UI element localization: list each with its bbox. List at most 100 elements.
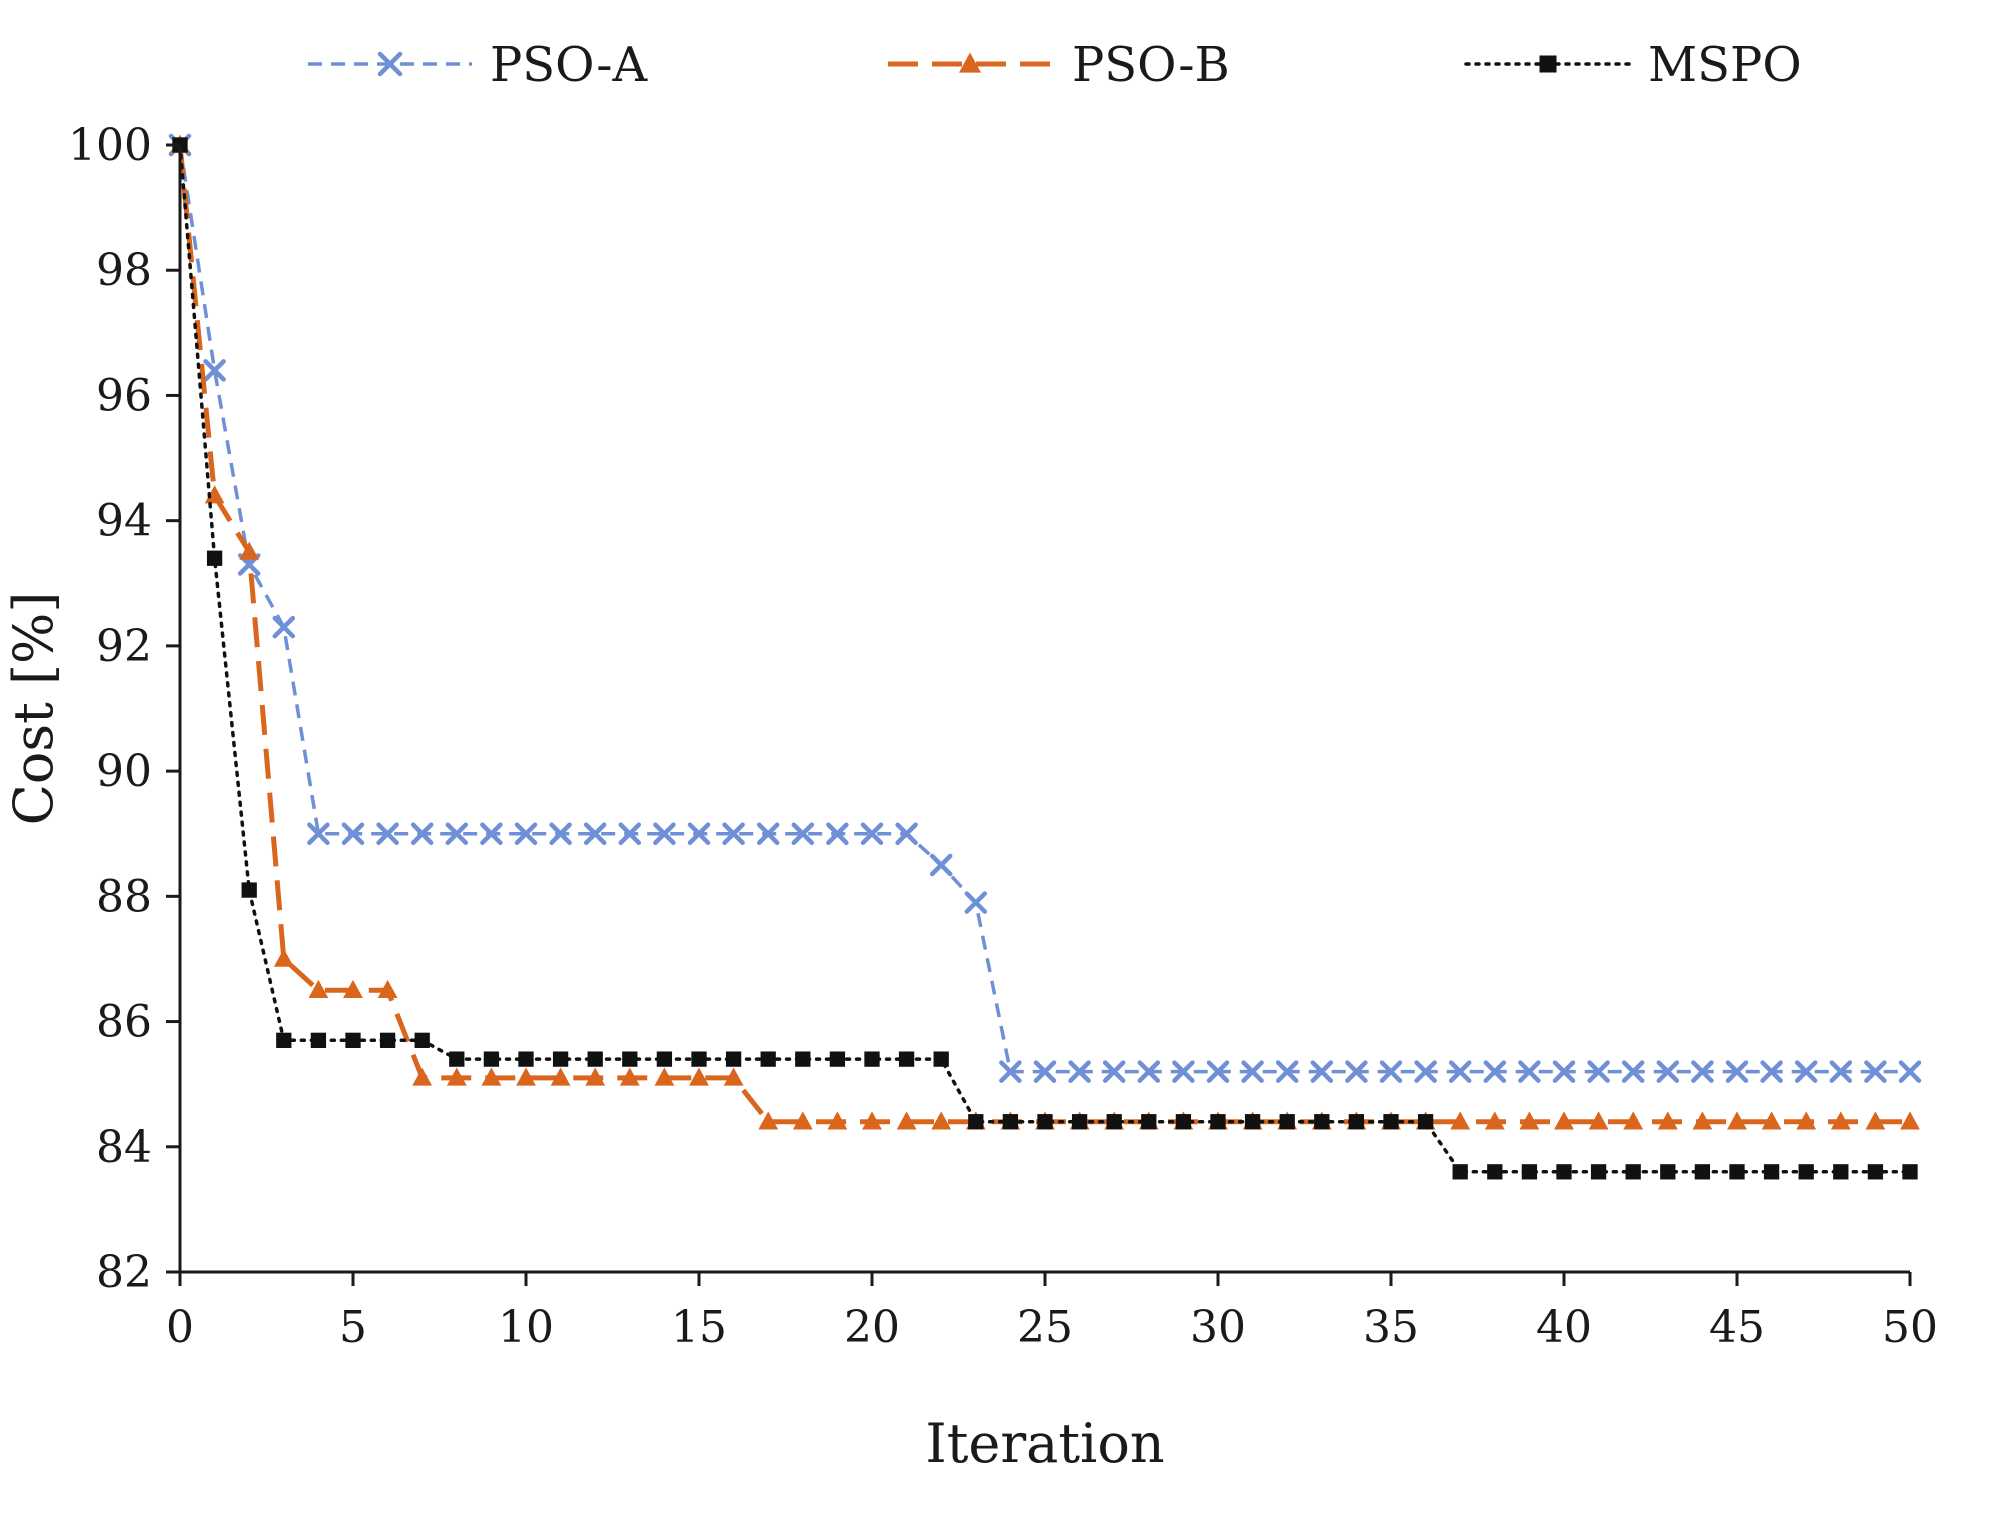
x-tick-label: 20 xyxy=(844,1302,900,1353)
legend-swatch-marker xyxy=(1539,55,1557,73)
data-point xyxy=(1314,1114,1330,1130)
data-point xyxy=(654,1067,675,1086)
data-point xyxy=(1206,1060,1230,1083)
data-point xyxy=(307,822,330,845)
legend-item-pso-b: PSO-B xyxy=(888,37,1230,93)
data-point xyxy=(1071,1114,1088,1130)
series-line-mspo xyxy=(178,143,1912,1174)
data-point xyxy=(1450,1111,1471,1130)
data-point xyxy=(1829,1060,1853,1083)
data-point xyxy=(410,822,434,845)
series-layer xyxy=(168,133,1922,1180)
data-point xyxy=(896,1111,917,1130)
data-point xyxy=(725,1051,742,1067)
data-point xyxy=(1763,1164,1780,1180)
data-point xyxy=(792,1111,813,1130)
data-point xyxy=(1729,1164,1745,1180)
data-point xyxy=(552,1051,569,1067)
x-tick-label: 5 xyxy=(339,1302,367,1353)
data-point xyxy=(860,822,884,845)
data-point xyxy=(933,1051,949,1067)
x-tick-label: 35 xyxy=(1363,1302,1419,1353)
x-tick-label: 40 xyxy=(1536,1302,1592,1353)
data-point xyxy=(1210,1114,1226,1130)
data-point xyxy=(1656,1060,1680,1083)
data-point xyxy=(1518,1060,1541,1083)
data-point xyxy=(1902,1164,1918,1180)
data-point xyxy=(1623,1111,1644,1130)
data-point xyxy=(549,822,572,845)
data-point xyxy=(1241,1060,1264,1083)
data-point xyxy=(1417,1114,1434,1130)
data-point xyxy=(1484,1111,1505,1130)
x-tick-label: 25 xyxy=(1017,1302,1073,1353)
series-line-pso-b xyxy=(177,144,1910,1125)
data-point xyxy=(827,1111,848,1130)
data-point xyxy=(689,1067,709,1086)
data-point xyxy=(826,822,849,845)
data-point xyxy=(1487,1164,1503,1180)
data-point xyxy=(206,550,223,566)
data-point xyxy=(864,1051,880,1067)
data-point xyxy=(791,822,815,845)
data-point xyxy=(483,1051,500,1067)
data-point xyxy=(895,822,918,845)
series-mspo xyxy=(172,137,1918,1180)
data-point xyxy=(481,1067,502,1086)
data-point xyxy=(1037,1114,1053,1130)
series-pso-b xyxy=(170,134,1920,1130)
data-point xyxy=(273,948,294,967)
data-point xyxy=(1414,1060,1437,1083)
data-point xyxy=(931,1111,952,1130)
data-point xyxy=(310,1032,327,1048)
data-point xyxy=(1694,1164,1711,1180)
x-tick-label: 45 xyxy=(1709,1302,1765,1353)
data-point xyxy=(1452,1164,1468,1180)
axes xyxy=(178,145,1910,1274)
y-tick-label: 90 xyxy=(96,746,152,797)
y-axis-title: Cost [%] xyxy=(2,592,65,826)
data-point xyxy=(929,853,953,877)
data-point xyxy=(968,1114,984,1130)
data-point xyxy=(1310,1060,1334,1083)
data-point xyxy=(583,822,607,845)
data-point xyxy=(379,1032,396,1048)
y-tick-label: 82 xyxy=(96,1247,152,1298)
data-point xyxy=(550,1067,571,1086)
data-point xyxy=(829,1051,846,1067)
data-point xyxy=(862,1111,882,1130)
data-point xyxy=(1379,1060,1403,1083)
data-point xyxy=(449,1051,465,1067)
data-point xyxy=(345,1032,361,1048)
data-point xyxy=(1760,1060,1783,1083)
data-point xyxy=(1587,1060,1610,1083)
data-point xyxy=(1657,1111,1678,1130)
data-point xyxy=(1172,1060,1195,1083)
data-point xyxy=(1898,1060,1922,1083)
data-point xyxy=(1833,1164,1849,1180)
data-point xyxy=(239,541,260,560)
y-tick-label: 100 xyxy=(68,120,152,171)
data-point xyxy=(376,822,399,845)
y-tick-label: 88 xyxy=(96,871,152,922)
data-point xyxy=(445,822,469,845)
y-tick-label: 92 xyxy=(96,621,152,672)
data-point xyxy=(1521,1164,1538,1180)
data-point xyxy=(585,1067,606,1086)
y-tick-label: 96 xyxy=(96,370,152,421)
legend-label: PSO-B xyxy=(1072,37,1230,93)
data-point xyxy=(1554,1111,1574,1130)
data-point xyxy=(687,822,711,845)
data-point xyxy=(760,1051,776,1067)
y-tick-label: 84 xyxy=(96,1122,152,1173)
data-point xyxy=(964,891,988,914)
data-point xyxy=(1625,1164,1641,1180)
data-point xyxy=(1864,1060,1887,1083)
data-point xyxy=(1068,1060,1091,1083)
data-point xyxy=(756,822,780,845)
data-point xyxy=(898,1051,915,1067)
series-pso-a xyxy=(168,133,1922,1083)
data-point xyxy=(1002,1114,1019,1130)
data-point xyxy=(341,822,365,845)
